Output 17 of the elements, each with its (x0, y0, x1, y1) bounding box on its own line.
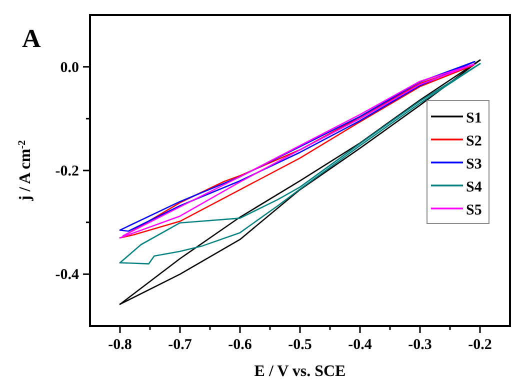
legend-label: S3 (466, 156, 482, 172)
legend-label: S1 (466, 110, 482, 126)
x-tick-label: -0.5 (288, 337, 312, 353)
x-axis-title: E / V vs. SCE (254, 363, 346, 380)
y-tick-label: -0.4 (55, 267, 80, 284)
x-tick-label: -0.4 (348, 337, 372, 353)
x-tick-label: -0.6 (228, 337, 252, 353)
x-tick-label: -0.2 (468, 337, 492, 353)
x-tick-label: -0.7 (168, 337, 192, 353)
legend-label: S2 (466, 134, 482, 150)
x-tick-label: -0.8 (108, 337, 132, 353)
chart-title: A (22, 24, 41, 53)
x-tick-label: -0.3 (408, 337, 432, 353)
y-tick-label: 0.0 (60, 60, 79, 76)
legend-label: S5 (466, 202, 482, 218)
y-tick-label: -0.2 (55, 164, 79, 180)
legend-label: S4 (466, 180, 482, 196)
